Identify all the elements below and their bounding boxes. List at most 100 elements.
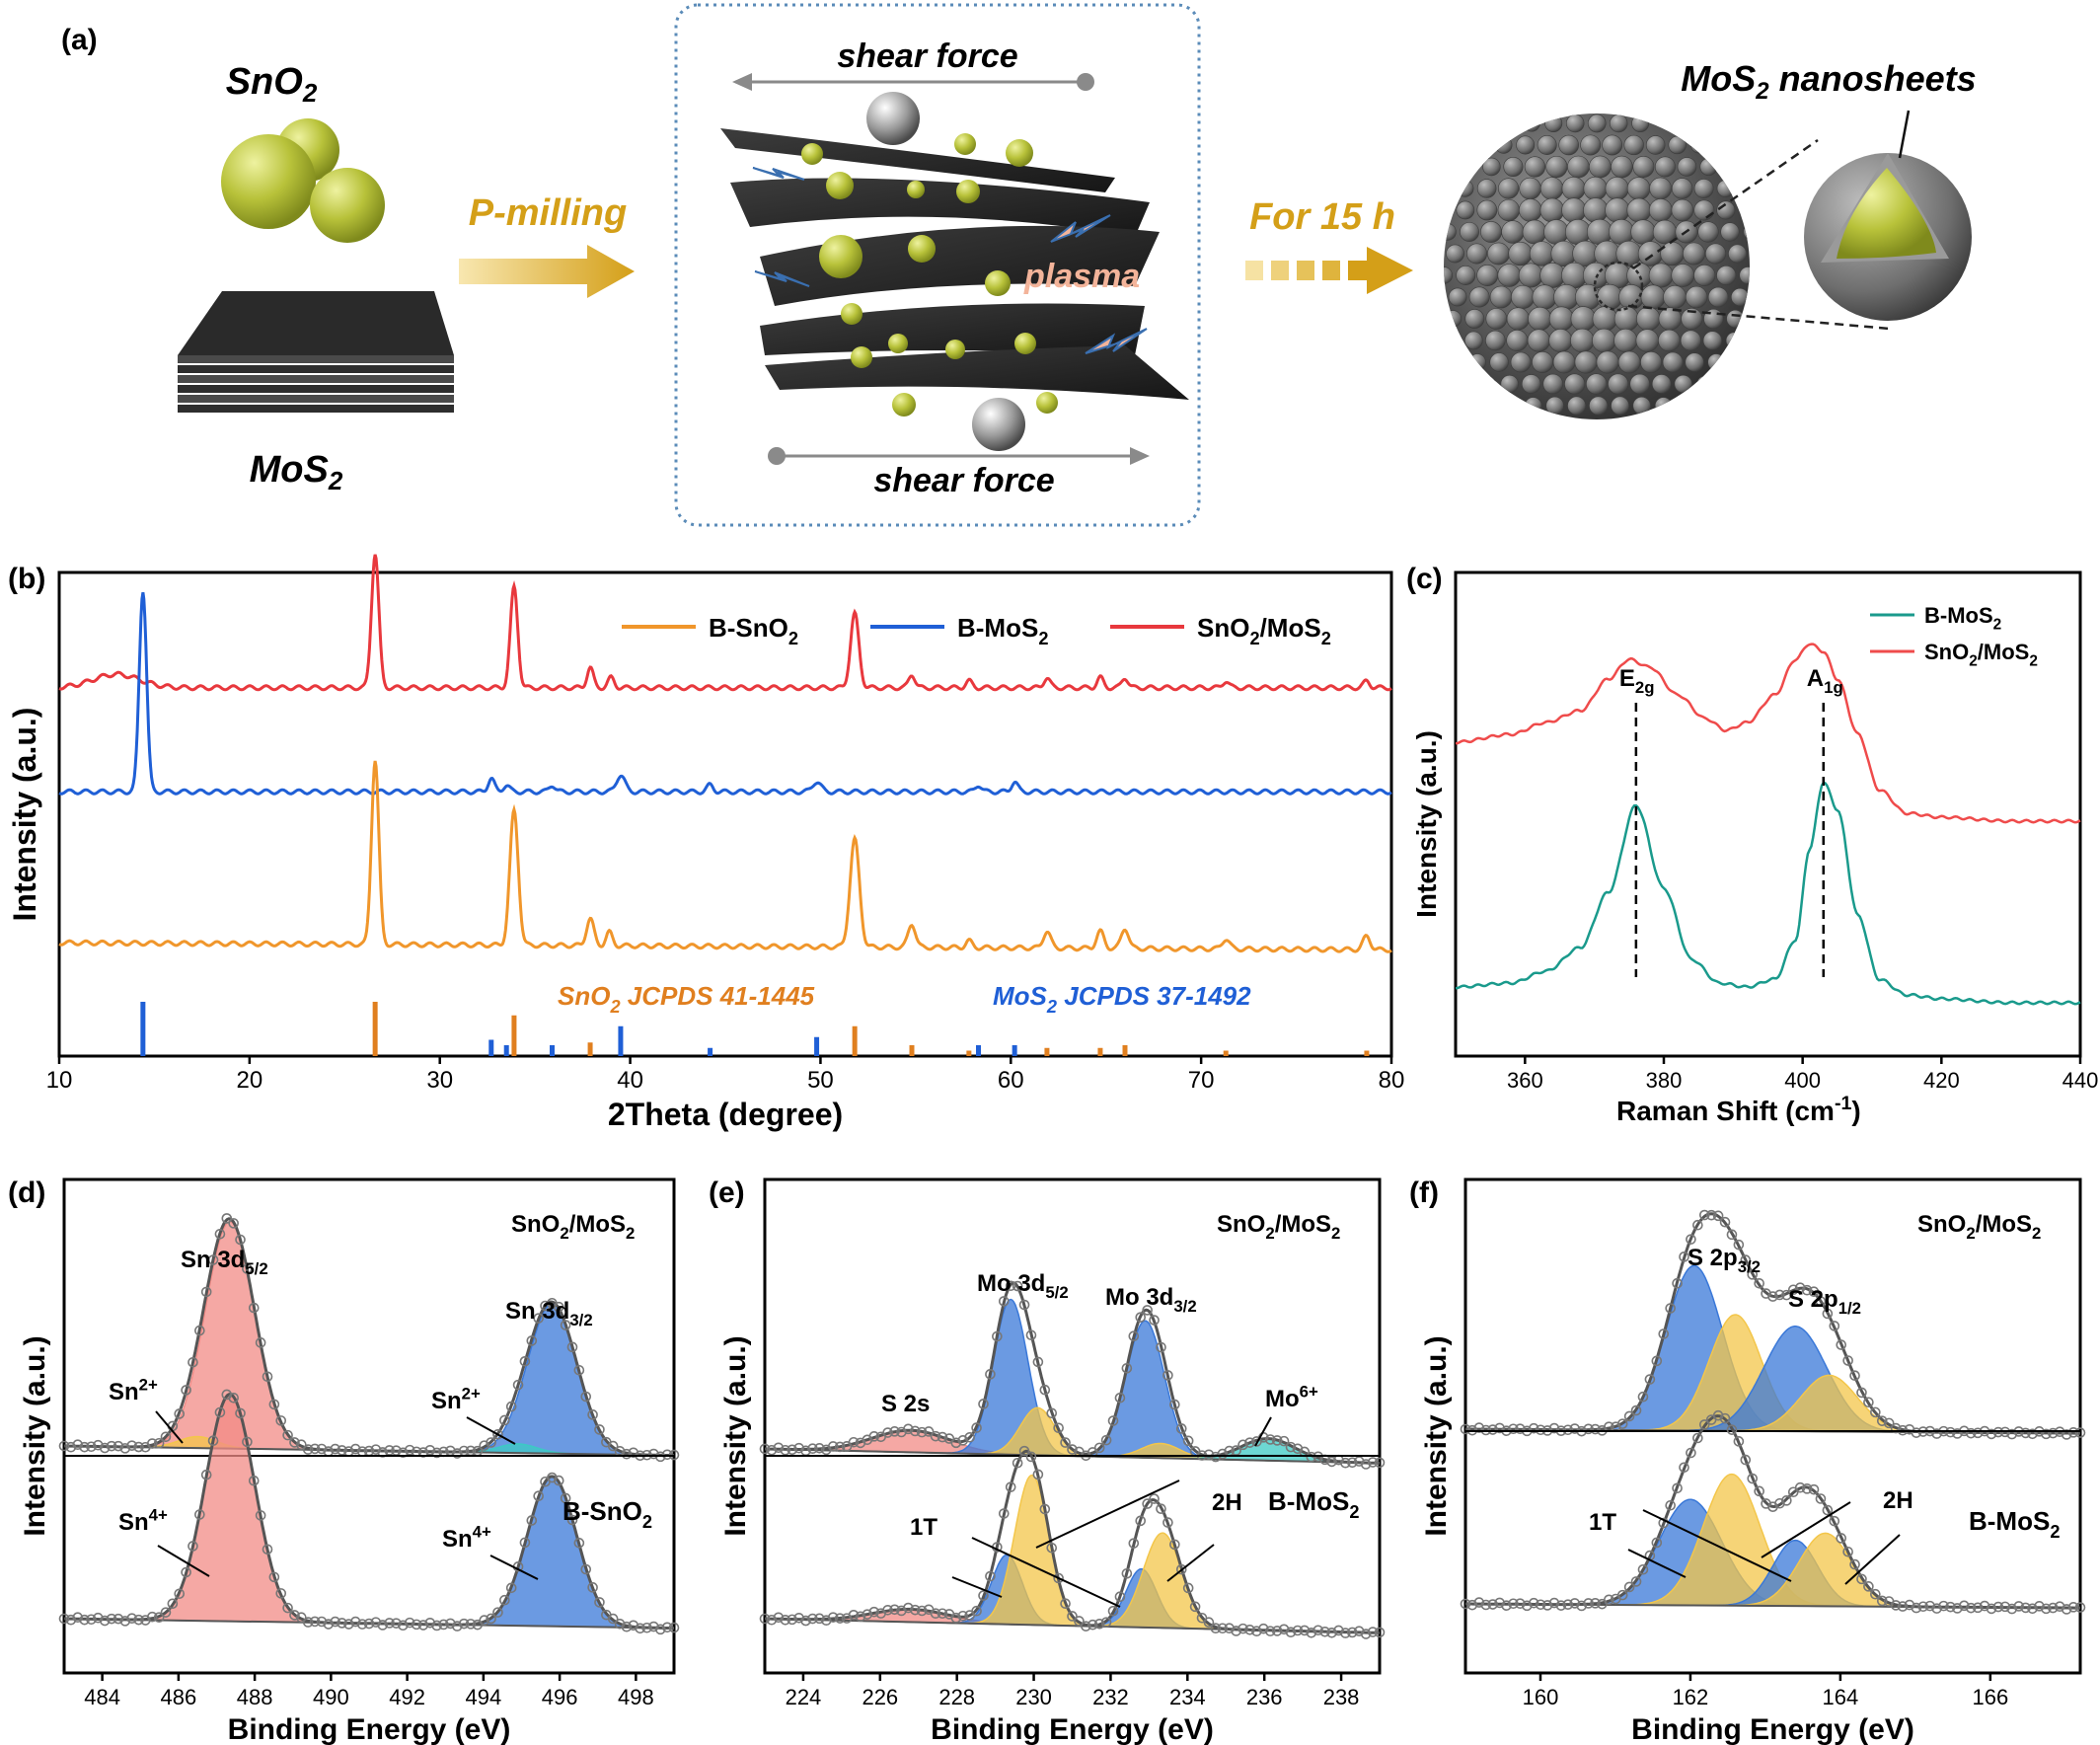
composite-subsphere xyxy=(1632,396,1651,416)
data-point xyxy=(1959,1600,1970,1612)
data-point xyxy=(787,1614,797,1626)
composite-subsphere xyxy=(1610,114,1628,133)
mos2-label: MoS2 xyxy=(250,449,343,495)
data-point xyxy=(262,1371,273,1383)
data-point xyxy=(580,1391,592,1403)
data-point xyxy=(1931,1428,1942,1439)
legend-label: B-MoS2 xyxy=(1924,603,2001,634)
data-point xyxy=(1938,1600,1949,1612)
core-shell-sphere xyxy=(1804,110,1972,321)
data-point xyxy=(1945,1601,1956,1613)
data-point xyxy=(398,1447,409,1459)
data-point xyxy=(1264,1434,1276,1445)
x-tick-label: 10 xyxy=(46,1067,73,1094)
data-point xyxy=(337,1618,347,1629)
data-point xyxy=(505,1401,517,1412)
data-point xyxy=(641,1622,652,1633)
x-tick-label: 60 xyxy=(998,1067,1024,1094)
y-axis-label: Intensity (a.u.) xyxy=(1411,730,1442,918)
composite-subsphere xyxy=(1489,352,1509,372)
data-point xyxy=(834,1441,846,1453)
data-point xyxy=(1018,1445,1030,1457)
composite-subsphere xyxy=(1548,329,1573,352)
data-point xyxy=(519,1356,531,1367)
composite-subsphere xyxy=(1444,223,1457,241)
composite-subsphere xyxy=(1543,219,1569,245)
zoom-line-top xyxy=(1632,138,1819,270)
data-point xyxy=(668,1622,680,1633)
data-point xyxy=(235,1234,246,1246)
data-point xyxy=(950,1612,962,1624)
data-point xyxy=(1754,1277,1764,1289)
data-point xyxy=(1712,1210,1724,1222)
data-point xyxy=(424,1617,436,1629)
data-point xyxy=(889,1426,900,1437)
data-point xyxy=(1340,1457,1351,1469)
data-point xyxy=(1986,1428,1997,1440)
data-point xyxy=(458,1618,470,1630)
data-point xyxy=(1801,1284,1813,1296)
composite-subsphere xyxy=(1570,306,1597,332)
data-point xyxy=(1093,1442,1105,1454)
data-point xyxy=(2041,1428,2052,1440)
data-point xyxy=(1781,1495,1792,1506)
data-point xyxy=(349,1616,361,1628)
composite-subsphere xyxy=(1519,198,1542,222)
data-point xyxy=(1067,1611,1078,1622)
data-point xyxy=(1794,1481,1806,1493)
composite-subsphere xyxy=(1561,176,1586,201)
data-point xyxy=(1353,1456,1365,1467)
composite-subsphere xyxy=(1503,156,1524,178)
x-tick-label: 20 xyxy=(237,1067,263,1094)
data-point xyxy=(1285,1441,1297,1453)
composite-subsphere xyxy=(1728,244,1747,264)
data-point xyxy=(978,1590,989,1601)
data-point xyxy=(1374,1457,1386,1469)
data-point xyxy=(207,1254,219,1265)
composite-subsphere xyxy=(1716,265,1737,286)
data-point xyxy=(112,1613,124,1625)
data-point xyxy=(255,1510,266,1521)
data-point xyxy=(560,1320,571,1330)
data-point xyxy=(1374,1627,1386,1638)
panel-a-label: (a) xyxy=(61,24,98,56)
data-point xyxy=(133,1614,144,1626)
data-point xyxy=(268,1399,280,1410)
composite-subsphere xyxy=(1542,373,1563,395)
data-point xyxy=(621,1448,633,1460)
panel-d: (d) 484 486 488 490 492 494 496 498 Binding Energ… xyxy=(8,1176,680,1745)
peak-annotation: S 2p1/2 xyxy=(1788,1286,1861,1318)
data-point xyxy=(1189,1601,1201,1613)
sno2-nanoparticles xyxy=(801,133,1058,417)
data-point xyxy=(1217,1623,1229,1634)
data-point xyxy=(58,1440,70,1452)
composite-subsphere xyxy=(1635,329,1660,352)
data-point xyxy=(1904,1599,1915,1611)
data-point xyxy=(235,1407,246,1419)
data-point xyxy=(587,1582,598,1593)
data-point xyxy=(1883,1417,1895,1429)
data-point xyxy=(282,1429,293,1441)
data-point xyxy=(573,1364,585,1376)
data-point xyxy=(1917,1601,1929,1613)
composite-subsphere xyxy=(1539,197,1565,223)
x-tick-label: 494 xyxy=(466,1685,502,1709)
annotation-leader xyxy=(971,1537,1121,1608)
data-point xyxy=(99,1442,111,1454)
legend-label: SnO2/MoS2 xyxy=(1197,613,1331,648)
data-point xyxy=(337,1445,347,1456)
data-point xyxy=(1367,1627,1379,1637)
data-point xyxy=(1808,1286,1820,1298)
data-point xyxy=(417,1620,429,1631)
composite-subsphere xyxy=(1645,135,1666,155)
composite-subsphere xyxy=(1683,242,1705,266)
data-point xyxy=(2067,1427,2079,1438)
data-point xyxy=(1251,1626,1262,1636)
composite-subsphere xyxy=(1605,176,1629,201)
peak-annotation: Sn 3d5/2 xyxy=(181,1247,268,1278)
background-line xyxy=(1464,1603,2081,1610)
composite-subsphere xyxy=(1583,176,1608,201)
annotation-leader xyxy=(1627,1549,1687,1578)
composite-subsphere xyxy=(1448,287,1467,307)
